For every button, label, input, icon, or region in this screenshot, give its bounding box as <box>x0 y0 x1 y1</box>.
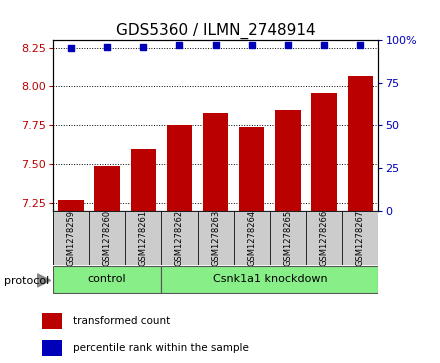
Point <box>357 42 364 48</box>
FancyBboxPatch shape <box>125 211 161 265</box>
Text: GSM1278260: GSM1278260 <box>103 210 112 266</box>
Point <box>321 42 328 48</box>
Point <box>140 44 147 50</box>
Bar <box>42 340 62 356</box>
FancyBboxPatch shape <box>53 211 378 265</box>
Point <box>212 42 219 48</box>
Bar <box>239 127 264 211</box>
Text: GSM1278262: GSM1278262 <box>175 210 184 266</box>
FancyBboxPatch shape <box>198 211 234 265</box>
Text: transformed count: transformed count <box>73 316 171 326</box>
Text: GSM1278261: GSM1278261 <box>139 210 148 266</box>
Bar <box>131 148 156 211</box>
Bar <box>275 110 301 211</box>
Bar <box>312 93 337 211</box>
Point <box>67 45 74 51</box>
Text: control: control <box>88 274 126 284</box>
Text: GSM1278267: GSM1278267 <box>356 210 365 266</box>
Text: protocol: protocol <box>4 276 50 286</box>
Text: GSM1278266: GSM1278266 <box>319 210 329 266</box>
Polygon shape <box>37 274 51 287</box>
Title: GDS5360 / ILMN_2748914: GDS5360 / ILMN_2748914 <box>116 23 315 38</box>
Bar <box>167 125 192 211</box>
FancyBboxPatch shape <box>234 211 270 265</box>
FancyBboxPatch shape <box>342 211 378 265</box>
Point <box>248 42 255 48</box>
Text: GSM1278264: GSM1278264 <box>247 210 256 266</box>
Bar <box>203 113 228 211</box>
Point <box>103 44 110 50</box>
Point <box>176 42 183 48</box>
FancyBboxPatch shape <box>306 211 342 265</box>
FancyBboxPatch shape <box>53 211 89 265</box>
Text: GSM1278265: GSM1278265 <box>283 210 293 266</box>
FancyBboxPatch shape <box>89 211 125 265</box>
Text: percentile rank within the sample: percentile rank within the sample <box>73 343 249 353</box>
Point <box>284 42 291 48</box>
Bar <box>348 76 373 211</box>
Text: Csnk1a1 knockdown: Csnk1a1 knockdown <box>213 274 327 284</box>
Bar <box>58 200 84 211</box>
FancyBboxPatch shape <box>161 266 378 293</box>
FancyBboxPatch shape <box>161 211 198 265</box>
Text: GSM1278263: GSM1278263 <box>211 210 220 266</box>
FancyBboxPatch shape <box>270 211 306 265</box>
Text: GSM1278259: GSM1278259 <box>66 210 75 266</box>
Bar <box>95 166 120 211</box>
FancyBboxPatch shape <box>53 266 161 293</box>
Bar <box>42 313 62 329</box>
